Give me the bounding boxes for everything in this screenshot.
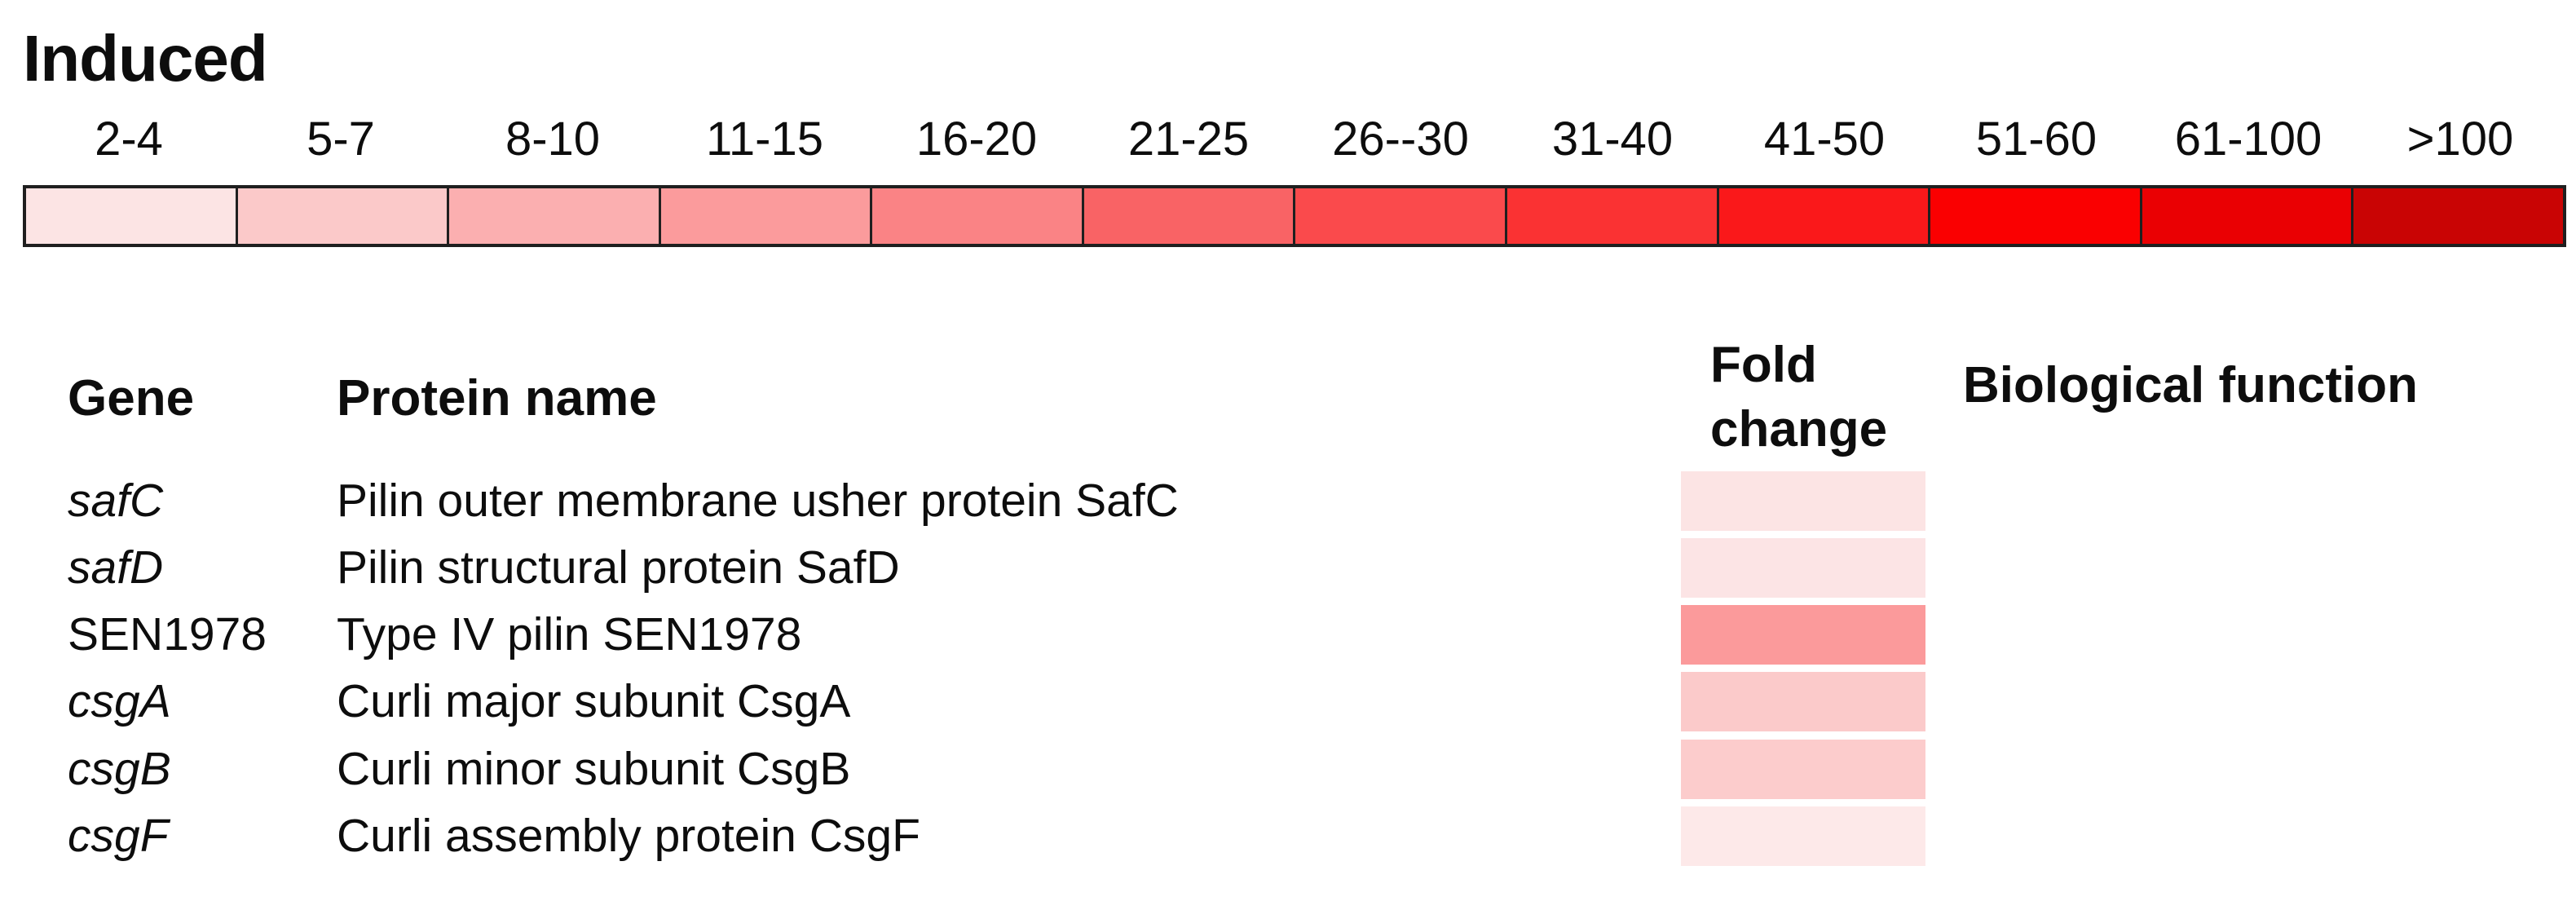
fold-change-heat-cell [1681,806,1925,866]
legend-bin-labels: 2-4 5-7 8-10 11-15 16-20 21-25 26--30 31… [23,113,2566,166]
legend-bin-swatch [1930,188,2142,244]
gene-name: csgF [68,810,169,862]
gene-name: csgA [68,675,171,727]
legend-bin-swatch [1083,188,1296,244]
legend-bin-label: 61-100 [2174,113,2322,166]
legend-bin-label: 2-4 [95,113,163,166]
table-row: safC Pilin outer membrane usher protein … [0,471,2576,531]
legend-bin-label: 26--30 [1332,113,1469,166]
protein-name: Curli assembly protein CsgF [337,810,920,862]
gene-name: safD [68,541,164,594]
legend-bin-swatch [1295,188,1508,244]
table-row: csgA Curli major subunit CsgA [0,672,2576,731]
column-header-gene: Gene [68,370,195,426]
legend-bin-label: 51-60 [1975,113,2097,166]
legend-bin-label: 31-40 [1551,113,1674,166]
figure-title: Induced [23,22,268,95]
protein-name: Type IV pilin SEN1978 [337,608,802,660]
fold-change-heat-cell [1681,740,1925,799]
legend-bin-label: >100 [2406,113,2514,166]
legend-bin-label: 16-20 [915,113,1038,166]
fold-change-heat-cell [1681,538,1925,598]
protein-name: Curli minor subunit CsgB [337,743,851,795]
legend-bin-swatch [660,188,873,244]
legend-bin-label: 8-10 [505,113,601,166]
legend-bin-swatch [26,188,238,244]
fold-change-heat-cell [1681,605,1925,665]
table-row: csgF Curli assembly protein CsgF [0,806,2576,866]
legend-bin-swatch [1507,188,1719,244]
legend-bin-label: 41-50 [1763,113,1886,166]
legend-bin-swatch [2353,188,2563,244]
protein-name: Curli major subunit CsgA [337,675,851,727]
protein-name: Pilin outer membrane usher protein SafC [337,475,1179,527]
legend-bin-label: 5-7 [307,113,375,166]
column-header-fold-change: Fold change [1710,337,1888,457]
gene-name: safC [68,475,164,527]
legend-bin-swatch [1718,188,1931,244]
legend-bin-label: 21-25 [1127,113,1250,166]
fold-change-heat-cell [1681,471,1925,531]
legend-bin-label: 11-15 [705,113,824,166]
legend-bin-swatch [2142,188,2354,244]
table-row: safD Pilin structural protein SafD [0,538,2576,598]
column-header-biological-function: Biological function [1963,357,2418,413]
legend-bin-swatch [872,188,1084,244]
legend-bin-swatch [449,188,661,244]
fold-change-heat-cell [1681,672,1925,731]
legend-color-scale-bar [23,185,2566,247]
table-row: csgB Curli minor subunit CsgB [0,740,2576,799]
legend-bin-swatch [237,188,450,244]
column-header-protein-name: Protein name [337,370,657,426]
table-row: SEN1978 Type IV pilin SEN1978 [0,605,2576,665]
gene-name: SEN1978 [68,608,267,660]
gene-name: csgB [68,743,171,795]
protein-name: Pilin structural protein SafD [337,541,900,594]
